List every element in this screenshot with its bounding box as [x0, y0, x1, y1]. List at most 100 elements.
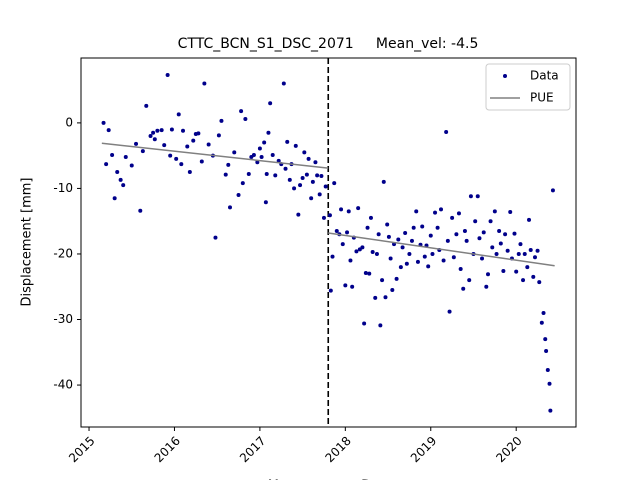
data-point [537, 280, 542, 285]
data-point [386, 234, 391, 239]
x-tick-label: 2016 [152, 434, 183, 465]
data-point [447, 309, 452, 314]
data-point [259, 154, 264, 159]
data-point [330, 254, 335, 259]
data-point [545, 367, 550, 372]
data-point [420, 224, 425, 229]
data-point [414, 209, 419, 214]
data-point [481, 230, 486, 235]
data-point [362, 321, 367, 326]
data-point [227, 205, 232, 210]
data-point [174, 156, 179, 161]
data-point [185, 144, 190, 149]
data-point [531, 274, 536, 279]
data-point [544, 348, 549, 353]
data-point [151, 130, 156, 135]
data-point [266, 130, 271, 135]
data-point [159, 128, 164, 133]
data-point [378, 323, 383, 328]
data-point [480, 256, 485, 261]
data-point [512, 231, 517, 236]
data-point [232, 150, 237, 155]
y-axis-label: Displacement [mm] [20, 178, 35, 307]
data-point [346, 209, 351, 214]
data-point [306, 156, 311, 161]
data-point [430, 251, 435, 256]
data-point [251, 153, 256, 158]
legend-label: Data [530, 69, 559, 83]
data-point [285, 139, 290, 144]
data-point [426, 264, 431, 269]
data-point [490, 245, 495, 250]
data-point [415, 259, 420, 264]
data-point [376, 232, 381, 237]
data-point [439, 207, 444, 212]
data-point [473, 219, 478, 224]
data-point [345, 230, 350, 235]
data-point [407, 251, 412, 256]
chart-title: CTTC_BCN_S1_DSC_2071 Mean_vel: -4.5 [178, 36, 479, 52]
data-point [464, 238, 469, 243]
data-point [110, 153, 115, 158]
legend-marker [503, 74, 507, 78]
data-point [296, 212, 301, 217]
data-point [104, 162, 109, 167]
data-point [262, 140, 267, 145]
x-tick-label: 2015 [66, 434, 97, 465]
data-point [522, 251, 527, 256]
data-point [370, 250, 375, 255]
data-point [123, 154, 128, 159]
data-point [298, 183, 303, 188]
data-point [243, 116, 248, 121]
data-point [313, 160, 318, 165]
data-point [403, 230, 408, 235]
data-point [300, 175, 305, 180]
data-point [461, 286, 466, 291]
data-point [514, 269, 519, 274]
data-point [191, 138, 196, 143]
data-point [196, 131, 201, 136]
data-point [264, 172, 269, 177]
trend-line [101, 142, 555, 267]
data-point [532, 255, 537, 260]
data-point [273, 173, 278, 178]
data-point [383, 295, 388, 300]
data-point [390, 288, 395, 293]
data-point [134, 141, 139, 146]
data-point [257, 146, 262, 151]
data-point [181, 128, 186, 133]
data-point [343, 283, 348, 288]
data-point [503, 232, 508, 237]
x-tick-label: 2019 [408, 434, 439, 465]
x-tick-label: 2020 [493, 434, 524, 465]
data-point [148, 133, 153, 138]
data-point [332, 181, 337, 186]
data-point [213, 235, 218, 240]
data-point [444, 130, 449, 135]
data-point [435, 225, 440, 230]
data-point [363, 270, 368, 275]
data-point [319, 173, 324, 178]
data-point [118, 177, 123, 182]
data-point [365, 225, 370, 230]
data-point [144, 103, 149, 108]
data-point [302, 150, 307, 155]
data-point [268, 101, 273, 106]
data-point [385, 222, 390, 227]
data-point [525, 265, 530, 270]
data-point [488, 219, 493, 224]
data-point [550, 188, 555, 193]
data-point [450, 215, 455, 220]
data-point [263, 200, 268, 205]
data-point [400, 245, 405, 250]
data-point [334, 229, 339, 234]
data-point [518, 242, 523, 247]
data-point [354, 249, 359, 254]
data-point [328, 288, 333, 293]
data-point [477, 236, 482, 241]
data-point [350, 284, 355, 289]
data-point [152, 137, 157, 142]
data-point [219, 118, 224, 123]
data-point [462, 229, 467, 234]
